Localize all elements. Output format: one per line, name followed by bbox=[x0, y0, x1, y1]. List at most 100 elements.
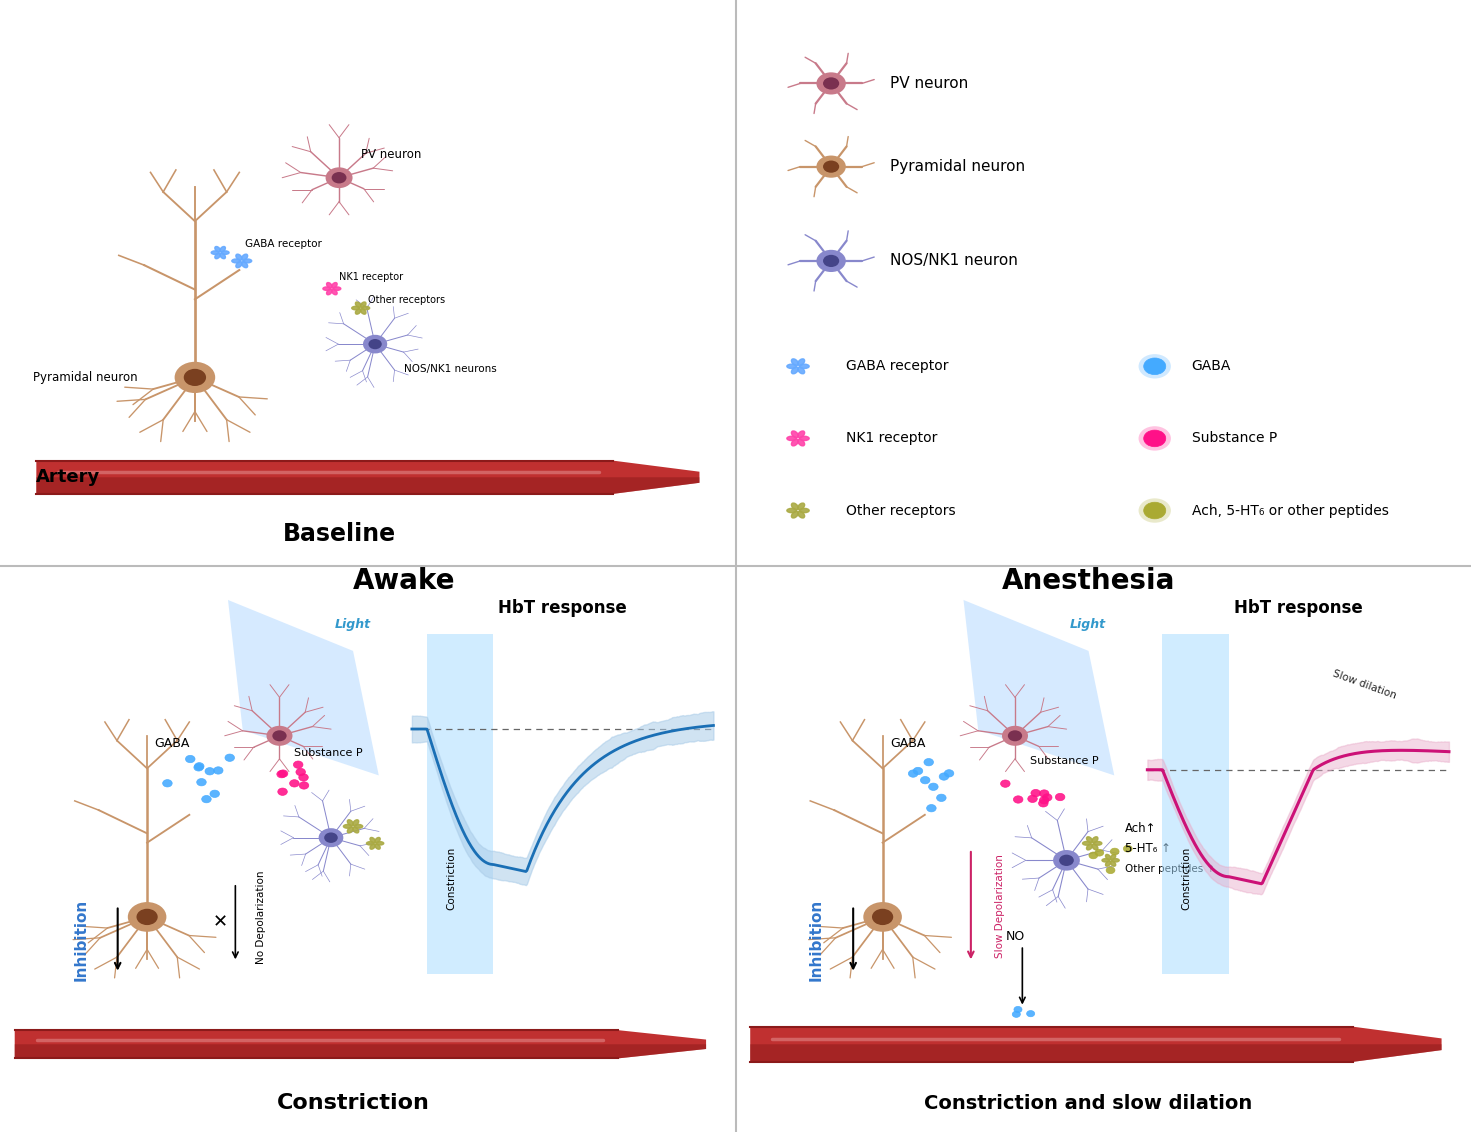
Circle shape bbox=[1139, 427, 1171, 451]
Ellipse shape bbox=[232, 259, 240, 263]
Circle shape bbox=[1139, 498, 1171, 523]
Ellipse shape bbox=[355, 824, 363, 829]
Polygon shape bbox=[750, 1044, 1442, 1062]
Circle shape bbox=[1027, 1011, 1034, 1017]
Ellipse shape bbox=[343, 824, 352, 829]
Circle shape bbox=[278, 788, 287, 796]
Text: Slow dilation: Slow dilation bbox=[1331, 669, 1397, 701]
Text: HbT response: HbT response bbox=[1234, 599, 1362, 617]
Ellipse shape bbox=[371, 838, 375, 842]
Ellipse shape bbox=[327, 290, 332, 294]
Circle shape bbox=[1124, 846, 1133, 852]
Circle shape bbox=[1144, 503, 1167, 518]
Circle shape bbox=[1040, 790, 1049, 797]
Text: Substance P: Substance P bbox=[1192, 431, 1277, 445]
Text: Baseline: Baseline bbox=[282, 522, 396, 546]
Ellipse shape bbox=[327, 283, 332, 288]
Circle shape bbox=[1039, 799, 1049, 807]
Ellipse shape bbox=[221, 251, 229, 255]
Ellipse shape bbox=[352, 307, 359, 310]
Circle shape bbox=[928, 783, 938, 790]
Ellipse shape bbox=[332, 286, 341, 291]
Polygon shape bbox=[37, 478, 700, 494]
Text: GABA receptor: GABA receptor bbox=[246, 239, 322, 249]
Circle shape bbox=[299, 773, 309, 781]
Ellipse shape bbox=[241, 261, 247, 267]
Ellipse shape bbox=[215, 247, 221, 252]
Text: Constriction and slow dilation: Constriction and slow dilation bbox=[924, 1095, 1253, 1114]
Ellipse shape bbox=[1093, 841, 1102, 846]
Ellipse shape bbox=[235, 255, 243, 260]
Text: NOS/NK1 neuron: NOS/NK1 neuron bbox=[890, 254, 1018, 268]
Text: PV neuron: PV neuron bbox=[890, 76, 968, 91]
Circle shape bbox=[225, 754, 234, 762]
Ellipse shape bbox=[1091, 844, 1097, 850]
Text: No Depolarization: No Depolarization bbox=[256, 871, 266, 963]
Polygon shape bbox=[750, 1027, 1442, 1062]
Circle shape bbox=[1014, 796, 1022, 804]
Ellipse shape bbox=[787, 365, 797, 368]
Ellipse shape bbox=[791, 431, 799, 438]
Ellipse shape bbox=[791, 367, 799, 374]
Ellipse shape bbox=[1083, 841, 1091, 846]
Ellipse shape bbox=[219, 254, 225, 259]
Ellipse shape bbox=[353, 820, 359, 825]
Circle shape bbox=[1031, 789, 1040, 797]
Circle shape bbox=[194, 764, 203, 771]
Ellipse shape bbox=[331, 290, 337, 294]
Text: NO: NO bbox=[1005, 929, 1025, 943]
Circle shape bbox=[921, 777, 930, 783]
Ellipse shape bbox=[360, 302, 366, 308]
Circle shape bbox=[1106, 867, 1115, 874]
Circle shape bbox=[824, 255, 838, 267]
Ellipse shape bbox=[1102, 859, 1109, 861]
Circle shape bbox=[824, 161, 838, 173]
Text: Slow Depolarization: Slow Depolarization bbox=[996, 854, 1005, 958]
Ellipse shape bbox=[356, 309, 360, 315]
Ellipse shape bbox=[797, 503, 805, 509]
Ellipse shape bbox=[371, 844, 375, 849]
Polygon shape bbox=[37, 461, 700, 494]
Ellipse shape bbox=[356, 302, 360, 308]
Ellipse shape bbox=[243, 259, 252, 263]
Circle shape bbox=[1040, 797, 1049, 804]
Text: NOS/NK1 neurons: NOS/NK1 neurons bbox=[405, 363, 497, 374]
Circle shape bbox=[913, 767, 922, 774]
Text: GABA: GABA bbox=[890, 737, 925, 751]
Text: Pyramidal neuron: Pyramidal neuron bbox=[32, 371, 137, 384]
Circle shape bbox=[204, 767, 215, 775]
Circle shape bbox=[272, 730, 287, 741]
Ellipse shape bbox=[212, 251, 219, 255]
Ellipse shape bbox=[219, 247, 225, 252]
Circle shape bbox=[863, 902, 902, 932]
Circle shape bbox=[290, 780, 299, 787]
Text: Light: Light bbox=[1069, 618, 1106, 632]
Circle shape bbox=[324, 832, 338, 843]
Ellipse shape bbox=[787, 436, 797, 440]
Circle shape bbox=[1111, 848, 1119, 855]
Bar bbox=[1162, 634, 1228, 974]
Ellipse shape bbox=[241, 255, 247, 260]
Text: Constriction: Constriction bbox=[446, 847, 456, 910]
Circle shape bbox=[1028, 795, 1037, 803]
Ellipse shape bbox=[799, 365, 809, 368]
Ellipse shape bbox=[797, 439, 805, 446]
Text: NK1 receptor: NK1 receptor bbox=[846, 431, 937, 445]
Ellipse shape bbox=[799, 436, 809, 440]
Text: 5-HT₆ ↑: 5-HT₆ ↑ bbox=[1125, 842, 1171, 855]
Polygon shape bbox=[228, 600, 380, 775]
Circle shape bbox=[368, 338, 382, 350]
Circle shape bbox=[1055, 794, 1065, 800]
Text: Ach, 5-HT₆ or other peptides: Ach, 5-HT₆ or other peptides bbox=[1192, 504, 1389, 517]
Circle shape bbox=[278, 770, 288, 778]
Text: Pyramidal neuron: Pyramidal neuron bbox=[890, 160, 1025, 174]
Ellipse shape bbox=[791, 439, 799, 446]
Circle shape bbox=[137, 909, 157, 925]
Circle shape bbox=[299, 782, 309, 789]
Circle shape bbox=[202, 796, 212, 803]
Text: HbT response: HbT response bbox=[499, 599, 627, 617]
Text: ✕: ✕ bbox=[213, 914, 228, 932]
Text: Artery: Artery bbox=[37, 469, 100, 487]
Ellipse shape bbox=[375, 838, 380, 842]
Text: Substance P: Substance P bbox=[294, 747, 363, 757]
